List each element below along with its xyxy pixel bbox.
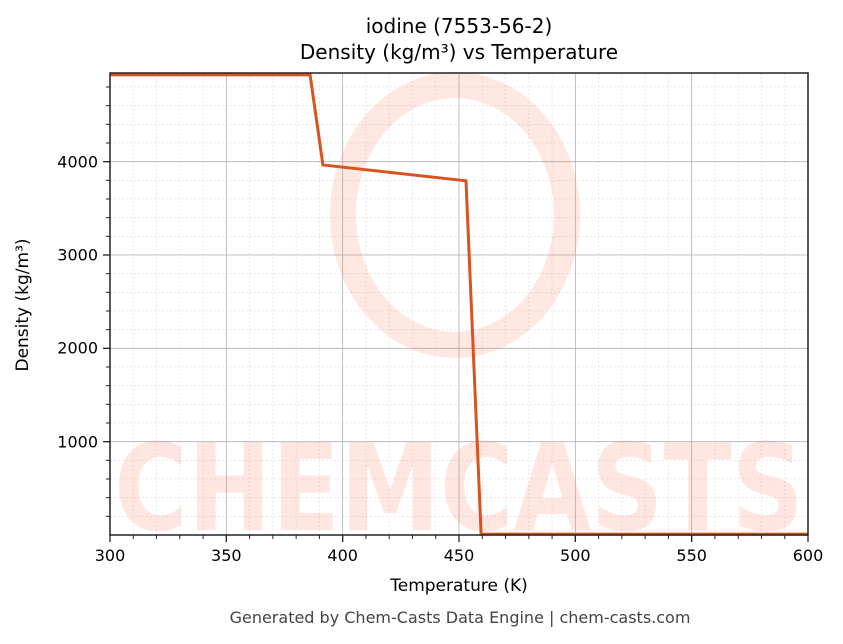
- x-tick-label: 450: [443, 546, 475, 565]
- x-tick-label: 300: [94, 546, 126, 565]
- x-tick-label: 550: [676, 546, 707, 565]
- y-tick-label: 2000: [57, 338, 98, 358]
- chart-title: iodine (7553-56-2): [365, 14, 553, 38]
- x-axis-label: Temperature (K): [390, 576, 528, 596]
- x-tick-label: 350: [211, 546, 242, 565]
- grid: [109, 73, 809, 535]
- y-tick-label: 4000: [57, 152, 98, 172]
- y-tick-label: 1000: [57, 432, 98, 452]
- footer-credit: Generated by Chem-Casts Data Engine | ch…: [229, 608, 691, 627]
- y-tick-label: 3000: [57, 245, 98, 265]
- x-tick-label: 600: [792, 546, 824, 565]
- x-tick-label: 400: [327, 546, 358, 565]
- axis-ticks: [103, 86, 809, 542]
- x-tick-label: 500: [560, 546, 591, 565]
- density-line: [110, 73, 808, 536]
- chart-subtitle: Density (kg/m³) vs Temperature: [299, 40, 619, 64]
- y-axis-label: Density (kg/m³): [13, 238, 33, 372]
